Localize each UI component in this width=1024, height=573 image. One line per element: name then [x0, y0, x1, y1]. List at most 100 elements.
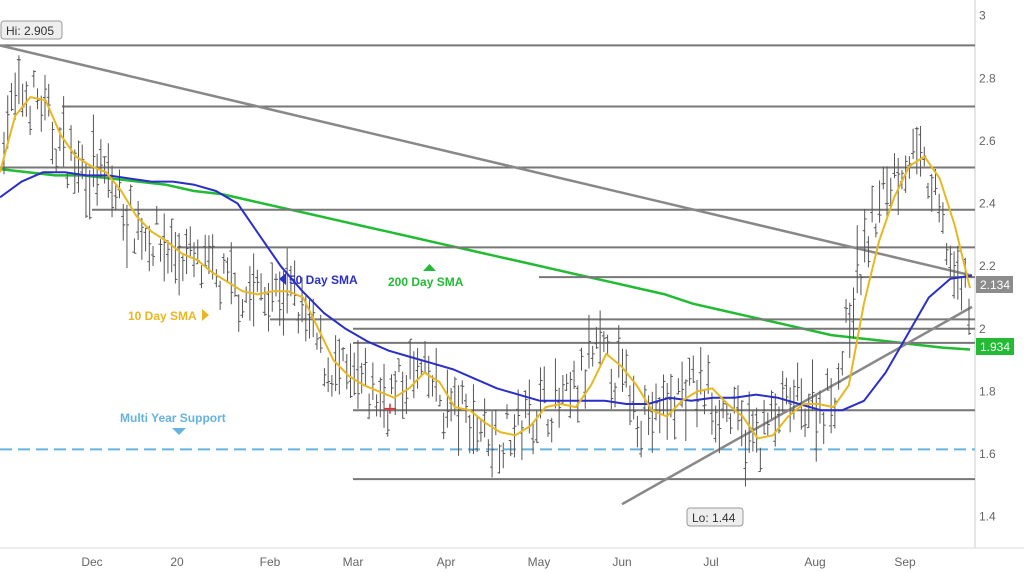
price-bar: [102, 156, 107, 184]
price-bar: [259, 273, 264, 301]
hi-label-text: Hi: 2.905: [6, 24, 54, 38]
price-bar: [885, 166, 890, 218]
price-bars: [2, 55, 971, 487]
price-bar: [400, 371, 405, 419]
price-bar: [285, 248, 290, 314]
price-bar: [229, 242, 234, 305]
price-bar: [374, 394, 379, 417]
last-price-badge: 2.134: [976, 276, 1013, 293]
price-bar: [590, 345, 595, 367]
x-tick-label: Aug: [804, 555, 825, 569]
price-bar: [780, 371, 785, 413]
price-bar: [225, 257, 230, 283]
price-bar: [24, 81, 29, 117]
price-bar: [929, 173, 934, 212]
sma10-label: 10 Day SMA: [128, 309, 197, 323]
price-bar: [605, 334, 610, 354]
sma200-label: 200 Day SMA: [388, 275, 464, 289]
price-bar: [769, 390, 774, 419]
price-bar: [896, 158, 901, 215]
trendline: [621, 305, 973, 506]
price-bar: [762, 399, 767, 435]
price-bar: [467, 414, 472, 454]
price-bar: [5, 95, 10, 149]
last-price-text: 2.134: [980, 278, 1010, 292]
price-bar: [128, 184, 133, 206]
price-bar: [408, 338, 413, 380]
price-bar: [255, 269, 260, 292]
price-bar: [501, 442, 506, 469]
price-bar: [538, 367, 543, 419]
price-bar: [687, 357, 692, 386]
price-bar: [124, 204, 129, 268]
price-bar: [545, 418, 550, 437]
price-bar: [948, 245, 953, 277]
price-bar: [955, 245, 960, 300]
price-bar: [42, 75, 47, 121]
price-bar: [531, 422, 536, 455]
price-bar: [739, 400, 744, 447]
price-bar: [314, 332, 319, 350]
price-bar: [382, 363, 387, 428]
price-bar: [795, 362, 800, 401]
price-bar: [493, 409, 498, 436]
price-bar: [635, 415, 640, 448]
hi-label: Hi: 2.905: [0, 20, 63, 40]
price-bar: [825, 368, 830, 391]
price-bar: [724, 403, 729, 423]
price-bar: [13, 72, 18, 120]
price-bar: [523, 390, 528, 419]
price-bar: [188, 226, 193, 257]
y-tick-label: 1.8: [979, 384, 996, 398]
support-label: Multi Year Support: [120, 411, 226, 425]
price-bar: [478, 419, 483, 442]
price-bar: [691, 355, 696, 383]
price-bar: [393, 370, 398, 416]
price-bar: [180, 255, 185, 282]
price-bar: [471, 384, 476, 455]
price-bar: [747, 391, 752, 453]
price-bar: [877, 180, 882, 223]
price-bar: [504, 404, 509, 420]
support-arrow-icon: [172, 428, 186, 435]
price-bar: [307, 299, 312, 339]
price-bar: [54, 148, 59, 172]
price-bar: [162, 213, 167, 282]
price-bar: [735, 385, 740, 431]
price-bar: [456, 385, 461, 456]
price-bar: [39, 95, 44, 132]
x-tick-label: Dec: [81, 555, 102, 569]
price-bar: [706, 354, 711, 394]
price-bar: [847, 302, 852, 358]
lo-label: Lo: 1.44: [686, 507, 744, 527]
price-bar: [352, 352, 357, 396]
price-bar: [139, 217, 144, 260]
price-bar: [69, 125, 74, 161]
price-bar: [788, 387, 793, 433]
price-bar: [534, 410, 539, 444]
lo-label-text: Lo: 1.44: [692, 511, 736, 525]
price-bar: [300, 277, 305, 323]
price-bar: [31, 70, 36, 88]
price-bar: [76, 140, 81, 193]
price-bar: [926, 182, 931, 199]
y-tick-labels: 3 2.8 2.6 2.4 2.2 2 1.8 1.6 1.4: [979, 9, 996, 524]
price-bar: [288, 265, 293, 297]
price-bar: [98, 139, 103, 179]
y-tick-label: 2.2: [979, 259, 996, 273]
x-tick-label: 20: [170, 555, 184, 569]
price-bar: [765, 412, 770, 437]
trendlines: [0, 44, 973, 506]
price-bar: [583, 369, 588, 409]
price-bar: [95, 153, 100, 206]
price-bar: [296, 311, 301, 334]
price-bar: [277, 271, 282, 326]
price-bar: [266, 282, 271, 332]
price-bar: [203, 234, 208, 267]
x-tick-label: Apr: [437, 555, 456, 569]
y-tick-label: 2.6: [979, 134, 996, 148]
y-tick-label: 1.4: [979, 510, 996, 524]
price-bar: [668, 373, 673, 418]
price-bar: [251, 253, 256, 327]
price-bar: [385, 409, 390, 437]
